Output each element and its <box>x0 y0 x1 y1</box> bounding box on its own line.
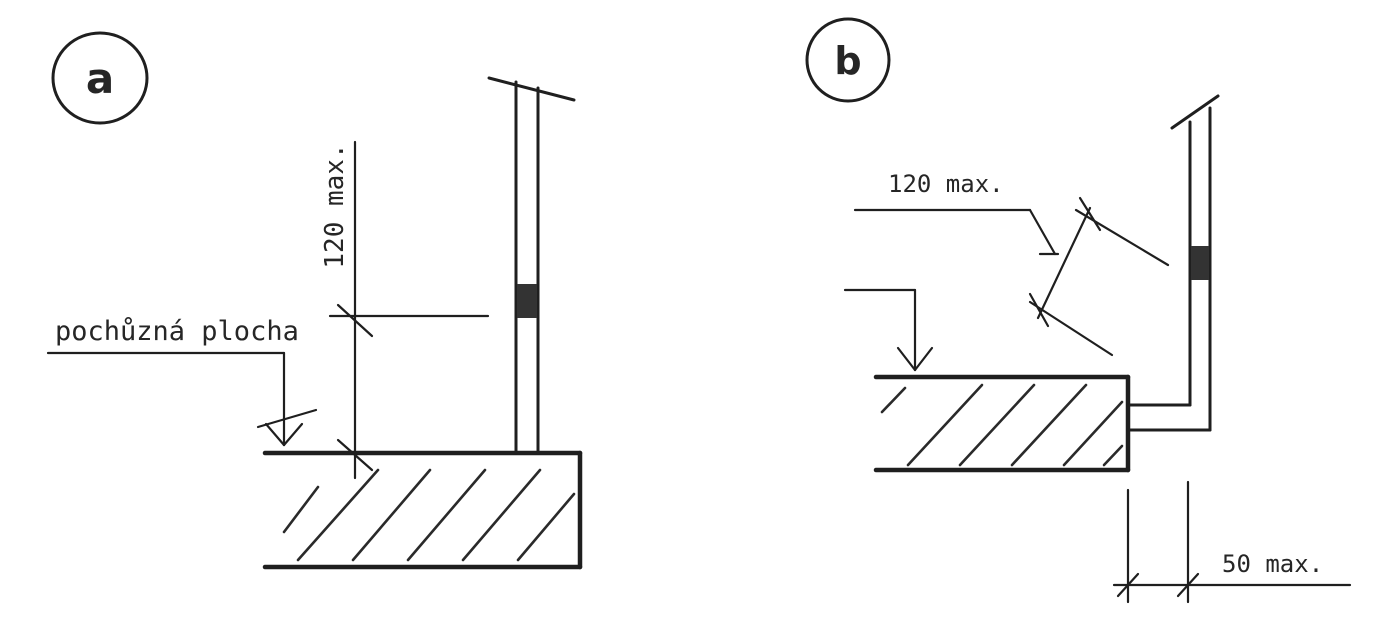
panel-b-upstand-marker <box>1191 246 1209 280</box>
panel-b-walk-surface-leader <box>843 288 934 372</box>
panel-a-slab-hatch <box>282 468 576 562</box>
panel-a-height-dimension <box>328 140 490 480</box>
panel-a-upstand-marker <box>517 284 537 318</box>
panel-b-circle <box>805 17 891 103</box>
panel-b-upstand <box>1126 94 1220 432</box>
panel-b: b <box>805 17 1352 604</box>
panel-b-letter: b <box>834 39 861 83</box>
panel-a-height-dimension-label: 120 max. <box>320 143 350 268</box>
panel-a-letter: a <box>86 54 114 103</box>
panel-a-walk-surface-leader <box>46 351 318 447</box>
panel-a-walk-surface-label: pochůzná plocha <box>55 316 299 347</box>
panel-b-slab-hatch <box>880 383 1124 467</box>
panel-a: a <box>46 31 583 570</box>
panel-a-circle <box>51 31 149 125</box>
panel-b-gap-dimension <box>1112 480 1352 604</box>
panel-a-upstand <box>487 76 576 455</box>
panel-b-gap-dimension-label: 50 max. <box>1222 550 1323 578</box>
panel-b-slab <box>873 374 1131 473</box>
panel-a-slab <box>262 450 583 570</box>
panel-b-height-dimension-label: 120 max. <box>888 170 1004 198</box>
panel-b-height-dimension <box>853 196 1170 357</box>
